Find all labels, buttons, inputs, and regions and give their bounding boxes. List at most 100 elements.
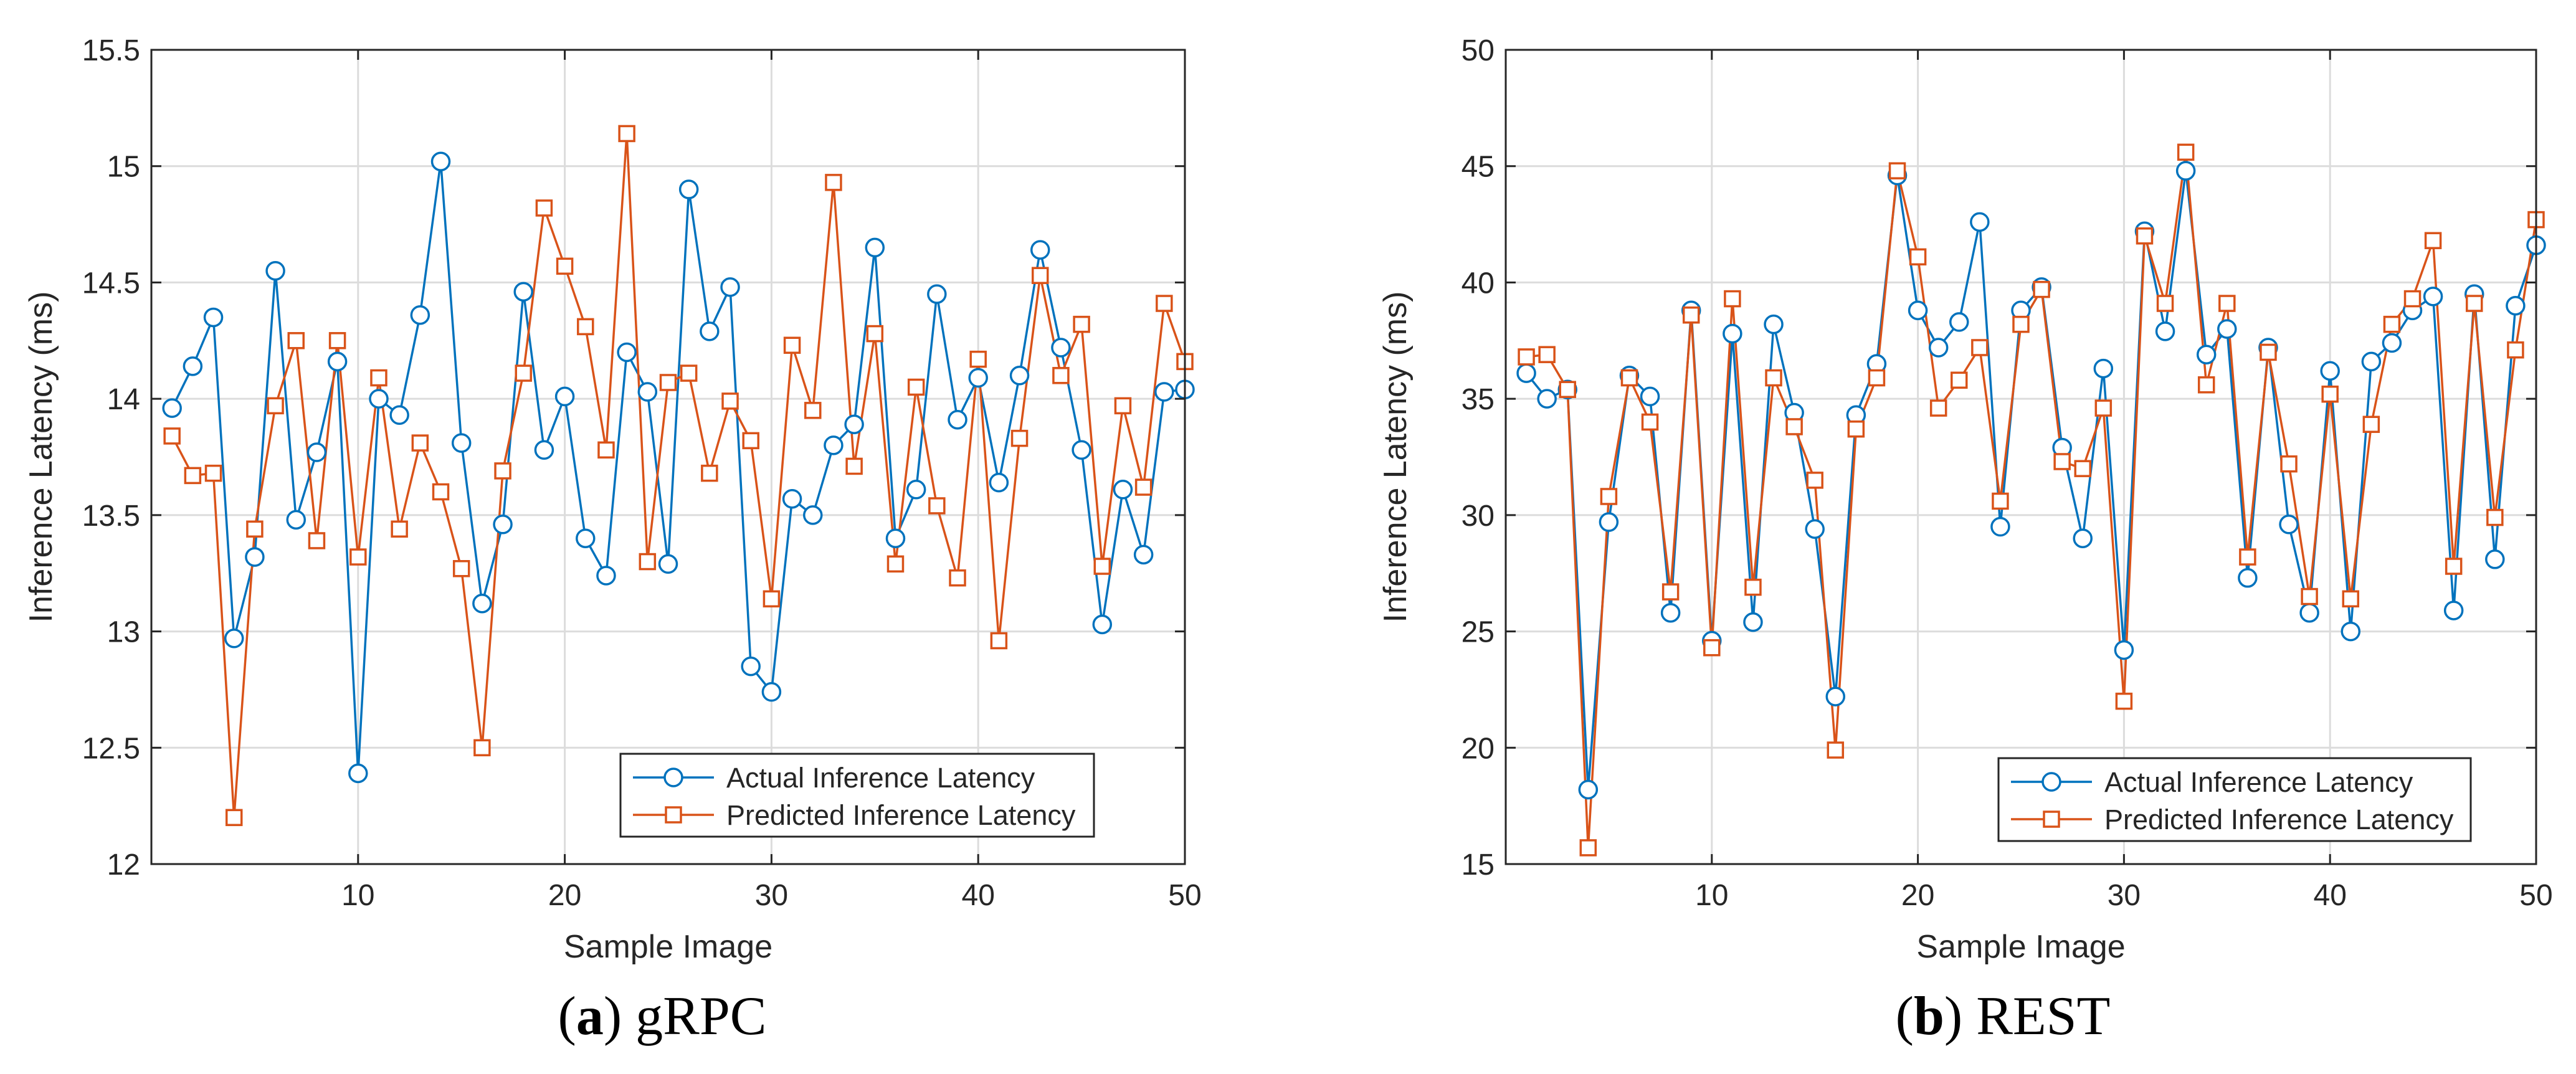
data-point-actual <box>1072 440 1091 460</box>
data-point-predicted <box>391 520 408 538</box>
data-point-actual <box>741 656 761 677</box>
caption-b: (b) REST <box>1896 986 2111 1047</box>
y-tick-label: 20 <box>1461 732 1495 765</box>
data-point-actual <box>2093 358 2114 379</box>
data-point-predicted <box>1641 413 1659 431</box>
data-point-predicted <box>969 350 987 368</box>
y-tick-label: 15 <box>1461 848 1495 882</box>
data-point-predicted <box>804 402 822 419</box>
data-point-actual <box>1051 338 1071 358</box>
data-point-predicted <box>246 520 264 538</box>
data-point-actual <box>1009 366 1030 386</box>
x-tick-label: 40 <box>962 879 995 912</box>
data-point-predicted <box>1093 558 1111 575</box>
data-point-actual <box>2485 549 2505 569</box>
data-point-actual <box>844 414 864 434</box>
data-point-predicted <box>680 364 698 382</box>
data-point-predicted <box>1909 248 1927 266</box>
data-point-actual <box>1640 386 1660 407</box>
data-point-predicted <box>1114 397 1132 415</box>
data-point-predicted <box>2507 341 2524 359</box>
y-tick-label: 12.5 <box>82 732 140 765</box>
data-point-predicted <box>1765 369 1782 387</box>
data-point-actual <box>2279 515 2299 535</box>
data-point-actual <box>865 237 885 258</box>
data-point-actual <box>927 284 947 304</box>
data-point-predicted <box>639 553 657 571</box>
data-point-predicted <box>2466 295 2483 312</box>
data-point-predicted <box>2424 232 2442 249</box>
data-point-predicted <box>2301 587 2318 606</box>
data-point-actual <box>1764 314 1784 335</box>
data-point-actual <box>203 307 224 328</box>
data-point-actual <box>782 488 802 509</box>
data-point-actual <box>2114 640 2134 660</box>
data-point-predicted <box>452 559 470 577</box>
y-tick-label: 12 <box>107 848 140 882</box>
legend: Actual Inference Latency Predicted Infere… <box>619 753 1095 838</box>
data-point-actual <box>348 763 368 784</box>
data-point-predicted <box>2033 280 2050 298</box>
y-tick-label: 14.5 <box>82 267 140 300</box>
data-point-actual <box>2175 161 2196 181</box>
data-point-predicted <box>1744 578 1762 596</box>
data-point-actual <box>2506 296 2526 316</box>
plot-area <box>151 50 1185 864</box>
data-point-predicted <box>1929 399 1947 417</box>
data-point-predicted <box>2012 315 2030 333</box>
data-point-predicted <box>1951 371 1968 389</box>
data-point-actual <box>1970 212 1990 232</box>
data-point-predicted <box>184 467 202 485</box>
data-point-predicted <box>1724 290 1741 308</box>
data-point-predicted <box>1010 429 1029 447</box>
y-tick-label: 15.5 <box>82 34 140 67</box>
data-point-actual <box>678 179 699 199</box>
data-point-predicted <box>866 325 884 343</box>
data-point-predicted <box>1620 369 1638 387</box>
data-point-predicted <box>2486 508 2504 526</box>
data-point-predicted <box>701 464 718 482</box>
data-point-actual <box>1805 519 1825 539</box>
data-point-actual <box>989 472 1009 493</box>
data-point-predicted <box>763 590 781 608</box>
data-point-actual <box>162 398 182 418</box>
data-point-actual <box>430 151 451 171</box>
data-point-actual <box>245 547 265 567</box>
legend-box <box>1997 757 2472 842</box>
data-point-actual <box>1743 612 1763 632</box>
data-point-actual <box>472 594 492 614</box>
data-point-predicted <box>2197 376 2215 394</box>
y-tick-label: 13 <box>107 616 140 649</box>
data-point-predicted <box>163 427 181 445</box>
data-point-actual <box>1133 544 1154 565</box>
data-point-actual <box>1990 516 2010 537</box>
data-point-predicted <box>1156 295 1173 312</box>
data-point-actual <box>307 442 327 462</box>
data-point-predicted <box>473 739 491 757</box>
data-point-actual <box>183 356 203 376</box>
y-tick-label: 30 <box>1461 500 1495 533</box>
data-point-actual <box>1949 312 1969 332</box>
data-point-predicted <box>2321 385 2339 403</box>
y-tick-label: 50 <box>1461 34 1495 67</box>
y-tick-label: 35 <box>1461 383 1495 416</box>
data-point-actual <box>1030 240 1050 260</box>
data-point-predicted <box>949 569 966 587</box>
data-point-actual <box>2073 528 2093 548</box>
data-point-predicted <box>2156 295 2174 312</box>
data-point-predicted <box>1827 741 1845 759</box>
data-point-predicted <box>328 332 346 349</box>
data-point-actual <box>824 435 844 455</box>
legend-marker-predicted <box>665 806 682 824</box>
x-tick-label: 50 <box>1168 879 1201 912</box>
data-point-actual <box>534 440 554 460</box>
data-point-predicted <box>2280 455 2298 473</box>
data-point-actual <box>2382 333 2402 353</box>
data-point-predicted <box>1847 420 1865 438</box>
data-point-actual <box>410 305 430 325</box>
plot-area <box>1506 50 2536 864</box>
legend-marker-predicted <box>2043 810 2060 828</box>
data-point-actual <box>1578 779 1599 800</box>
data-point-actual <box>761 682 782 702</box>
data-point-actual <box>700 321 720 341</box>
